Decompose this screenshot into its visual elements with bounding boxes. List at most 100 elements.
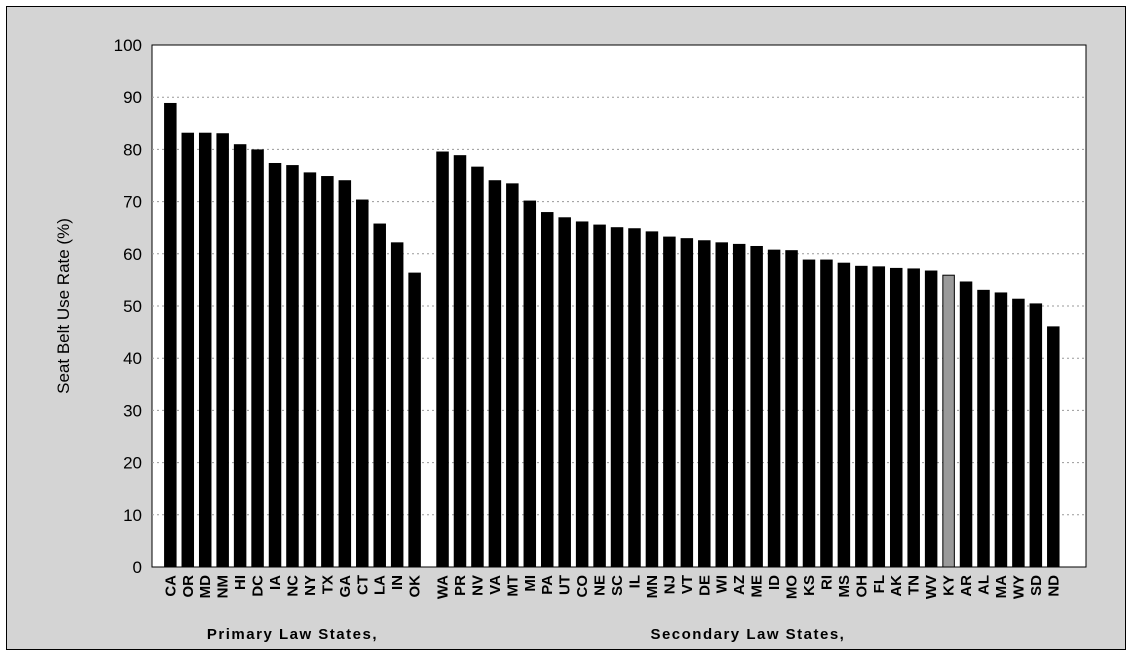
bar-va	[488, 180, 502, 568]
x-axis-ticks: CA OR MD NM HI DC IA NC NY TX GA CT LA IN OK WA PR NV VA MT…	[162, 575, 1062, 600]
x-tick-label: AZ	[731, 575, 748, 595]
bar-nv	[471, 166, 484, 568]
bar-nc	[286, 165, 299, 568]
y-tick-label: 40	[123, 349, 142, 368]
x-tick-label: UT	[557, 575, 574, 595]
x-tick-label: SD	[1028, 575, 1045, 596]
x-tick-label: TX	[319, 575, 336, 594]
x-tick-label: CA	[162, 575, 179, 597]
x-tick-label: ID	[766, 575, 783, 590]
y-tick-label: 60	[123, 245, 142, 264]
x-tick-label: MS	[836, 575, 853, 598]
bar-sd	[1029, 303, 1043, 568]
y-tick-label: 100	[114, 36, 142, 55]
bar-wy	[1012, 298, 1025, 568]
x-tick-label: VA	[487, 575, 504, 595]
x-tick-label: CO	[574, 575, 591, 598]
bar-md	[198, 132, 212, 568]
bar-tx	[321, 176, 334, 568]
x-tick-label: IN	[389, 575, 406, 590]
x-tick-label: WV	[923, 575, 940, 599]
bar-mt	[506, 183, 519, 568]
bar-pa	[540, 212, 554, 568]
x-tick-label: TN	[906, 575, 923, 595]
chart-frame: 0 10 20 30 40 50 60 70 80 90 100 CA OR MD NM HI DC IA NC N…	[6, 6, 1126, 650]
bar-nj	[663, 236, 676, 568]
x-tick-label: NJ	[661, 575, 678, 594]
bar-vt	[680, 238, 694, 568]
bar-la	[373, 223, 386, 568]
y-tick-label: 80	[123, 140, 142, 159]
y-axis-ticks: 0 10 20 30 40 50 60 70 80 90 100	[114, 36, 142, 577]
x-tick-label: WI	[714, 575, 731, 593]
x-tick-label: MT	[504, 575, 521, 597]
group-labels: Primary Law States, Secondary Law States,	[207, 626, 844, 643]
bar-co	[575, 221, 589, 568]
x-tick-label: MA	[993, 575, 1010, 598]
bar-de	[698, 240, 711, 568]
x-tick-label: AL	[975, 575, 992, 595]
x-tick-label: IL	[626, 575, 643, 588]
x-tick-label: FL	[871, 575, 888, 593]
x-tick-label: OK	[407, 575, 424, 598]
y-tick-label: 70	[123, 193, 142, 212]
bar-ne	[593, 224, 606, 568]
x-tick-label: VT	[679, 575, 696, 594]
bar-al	[977, 289, 990, 568]
x-tick-label: NE	[592, 575, 609, 596]
bar-mo	[785, 250, 798, 568]
bar-ny	[303, 172, 317, 568]
x-tick-label: MN	[644, 575, 661, 598]
y-tick-label: 50	[123, 297, 142, 316]
y-axis-label: Seat Belt Use Rate (%)	[54, 218, 73, 394]
x-tick-label: KS	[801, 575, 818, 596]
x-tick-label: WY	[1010, 575, 1027, 599]
x-tick-label: PA	[539, 575, 556, 595]
bar-nm	[216, 133, 229, 568]
bar-sc	[610, 227, 624, 568]
bar-mn	[645, 231, 659, 568]
x-tick-label: AR	[958, 575, 975, 597]
x-tick-label: CT	[354, 575, 371, 595]
bar-ak	[889, 267, 903, 568]
x-tick-label: SC	[609, 575, 626, 596]
x-tick-label: HI	[232, 575, 249, 590]
x-tick-label: ND	[1045, 575, 1062, 597]
bar-ma	[994, 292, 1008, 568]
x-tick-label: LA	[372, 575, 389, 595]
x-tick-label: GA	[337, 575, 354, 598]
bar-ia	[268, 162, 282, 568]
bar-pr	[453, 155, 467, 568]
bar-ca	[164, 102, 177, 568]
bar-ga	[338, 180, 352, 568]
x-tick-label: PR	[452, 575, 469, 596]
bar-mi	[523, 200, 537, 568]
x-tick-label: OH	[853, 575, 870, 598]
x-tick-label: NV	[469, 575, 486, 596]
bar-in	[390, 242, 404, 568]
bars	[164, 102, 1060, 568]
bar-wa	[436, 151, 449, 568]
bar-ar	[959, 281, 973, 568]
y-tick-label: 30	[123, 401, 142, 420]
bar-or	[181, 132, 195, 568]
bar-id	[767, 249, 781, 568]
x-tick-label: IA	[267, 575, 284, 590]
x-tick-label: DE	[696, 575, 713, 596]
y-tick-label: 20	[123, 454, 142, 473]
x-tick-label: NM	[215, 575, 232, 598]
bar-ms	[837, 262, 851, 568]
bar-il	[628, 228, 641, 568]
bar-me	[750, 245, 763, 568]
bar-ct	[356, 199, 369, 568]
bar-az	[732, 243, 746, 568]
x-tick-label: AK	[888, 575, 905, 597]
bar-wv	[924, 270, 938, 568]
bar-tn	[907, 268, 920, 568]
x-tick-label: MI	[522, 575, 539, 592]
bar-ri	[820, 259, 833, 568]
bar-oh	[855, 265, 868, 568]
bar-ok	[408, 272, 421, 568]
y-tick-label: 0	[133, 558, 142, 577]
bar-dc	[251, 149, 264, 568]
